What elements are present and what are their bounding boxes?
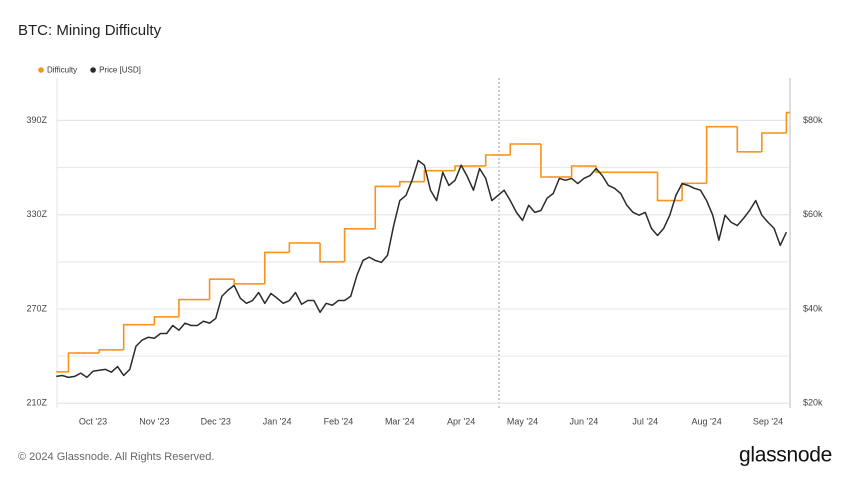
difficulty-step <box>399 180 406 187</box>
difficulty-step <box>288 242 296 253</box>
y2-tick-label: $80k <box>803 115 823 125</box>
y2-tick-label: $40k <box>803 303 823 313</box>
difficulty-step <box>374 185 382 229</box>
x-tick-label: Apr '24 <box>447 416 475 426</box>
x-tick-label: Jun '24 <box>570 416 599 426</box>
x-tick-label: Jan '24 <box>263 416 292 426</box>
copyright: © 2024 Glassnode. All Rights Reserved. <box>18 451 214 463</box>
x-tick-label: Sep '24 <box>753 416 783 426</box>
x-tick-label: Nov '23 <box>139 416 169 426</box>
difficulty-step <box>233 279 241 285</box>
chart-title: BTC: Mining Difficulty <box>18 22 162 39</box>
x-tick-label: Feb '24 <box>324 416 354 426</box>
difficulty-step <box>454 165 462 171</box>
difficulty-step <box>264 251 271 284</box>
legend-label: Price [USD] <box>99 66 141 75</box>
difficulty-step <box>705 125 713 184</box>
difficulty-step <box>509 143 517 155</box>
y-tick-label: 390Z <box>26 115 47 125</box>
difficulty-step <box>540 144 548 178</box>
y-tick-label: 210Z <box>26 398 47 408</box>
price-line <box>56 159 788 379</box>
difficulty-step <box>319 243 327 263</box>
legend-marker <box>38 67 44 73</box>
difficulty-step <box>178 298 186 317</box>
difficulty-step <box>785 111 790 133</box>
difficulty-step <box>98 349 106 353</box>
difficulty-step <box>122 323 130 350</box>
difficulty-step <box>67 352 75 372</box>
legend: Difficulty Price [USD] <box>38 66 141 75</box>
legend-marker <box>90 67 96 73</box>
difficulty-step <box>656 172 664 202</box>
x-tick-label: Jul '24 <box>632 416 658 426</box>
difficulty-step <box>423 169 431 182</box>
y-tick-label: 270Z <box>26 303 47 313</box>
difficulty-step <box>761 132 768 152</box>
logo: glassnode <box>739 444 832 467</box>
plot-area <box>56 111 790 379</box>
difficulty-step <box>153 316 161 325</box>
difficulty-step <box>570 165 578 177</box>
x-tick-label: Mar '24 <box>385 416 415 426</box>
x-tick-label: Aug '24 <box>691 416 721 426</box>
x-tick-label: May '24 <box>507 416 538 426</box>
y-tick-label: 330Z <box>26 209 47 219</box>
difficulty-step <box>343 228 351 262</box>
y2-tick-label: $60k <box>803 209 823 219</box>
x-tick-label: Dec '23 <box>201 416 231 426</box>
difficulty-step <box>208 278 216 300</box>
x-tick-label: Oct '23 <box>79 416 107 426</box>
legend-label: Difficulty <box>47 66 77 75</box>
y2-tick-label: $20k <box>803 398 823 408</box>
difficulty-step <box>736 126 744 153</box>
grid: 210Z 270Z 330Z 390Z $20k $40k $60k $80k Oct '23 N… <box>26 115 823 427</box>
difficulty-step <box>484 154 492 166</box>
